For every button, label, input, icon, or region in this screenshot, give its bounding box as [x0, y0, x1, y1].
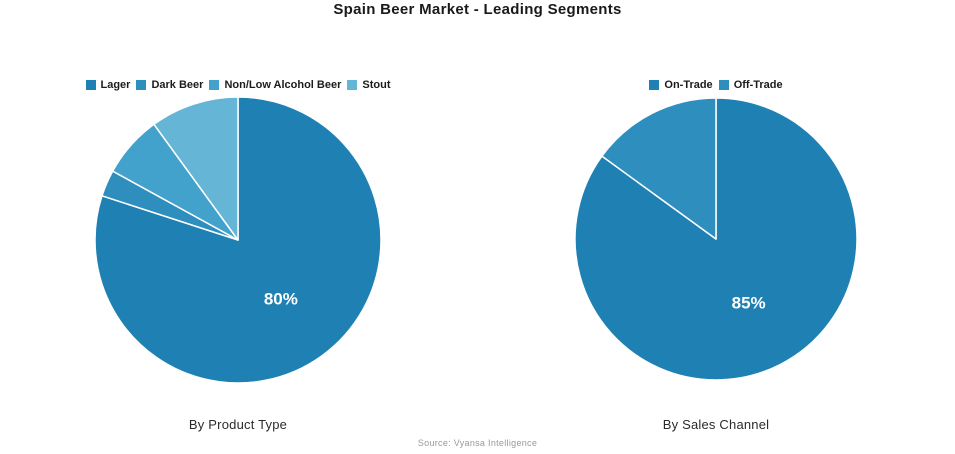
legend-product-type: Lager Dark Beer Non/Low Alcohol Beer Stout [85, 79, 391, 91]
pie-product-type: 80% [94, 96, 382, 384]
legend-swatch-stout [347, 80, 358, 90]
legend-item-non-low-alcohol-beer: Non/Low Alcohol Beer [209, 79, 341, 91]
pie-sales-channel: 85% [574, 97, 858, 381]
legend-swatch-non-low-alcohol-beer [209, 80, 220, 90]
legend-item-lager: Lager [85, 79, 131, 91]
pie-value-label-lager: 80% [264, 290, 298, 309]
legend-swatch-on-trade [649, 80, 660, 90]
legend-swatch-lager [85, 80, 96, 90]
chart-title-sales-channel: By Sales Channel [662, 417, 770, 432]
legend-item-dark-beer: Dark Beer [136, 79, 203, 91]
page-title: Spain Beer Market - Leading Segments [333, 1, 622, 18]
chart-title-product-type: By Product Type [188, 417, 288, 432]
legend-label-stout: Stout [362, 79, 391, 91]
pie-slice-off-trade [601, 97, 717, 240]
legend-swatch-off-trade [718, 80, 729, 90]
legend-label-on-trade: On-Trade [664, 79, 713, 91]
legend-label-lager: Lager [100, 79, 131, 91]
legend-item-stout: Stout [347, 79, 391, 91]
legend-item-off-trade: Off-Trade [718, 79, 783, 91]
legend-label-non-low-alcohol-beer: Non/Low Alcohol Beer [224, 79, 342, 91]
legend-sales-channel: On-Trade Off-Trade [566, 79, 866, 91]
pie-slice-stout [153, 96, 239, 241]
legend-item-on-trade: On-Trade [649, 79, 713, 91]
legend-swatch-dark-beer [136, 80, 147, 90]
source-caption: Source: Vyansa Intelligence [417, 438, 538, 448]
legend-label-dark-beer: Dark Beer [151, 79, 204, 91]
pie-value-label-on-trade: 85% [732, 294, 766, 313]
legend-label-off-trade: Off-Trade [733, 79, 783, 91]
